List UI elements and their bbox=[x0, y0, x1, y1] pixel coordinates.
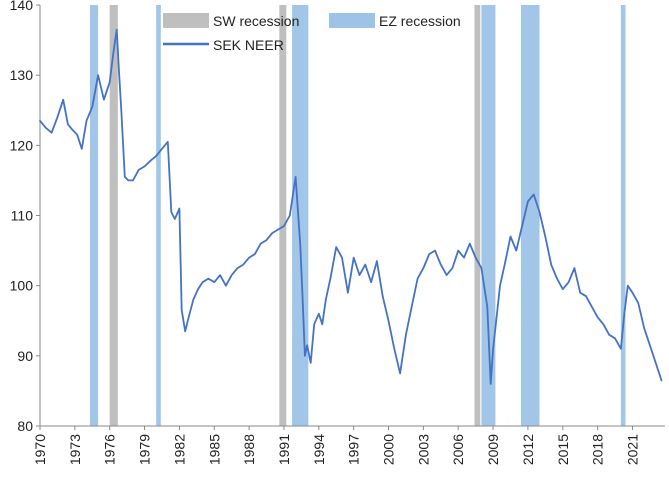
plot-frame bbox=[39, 5, 665, 427]
x-tick-label: 2015 bbox=[555, 434, 571, 465]
ez-recession-band bbox=[156, 5, 161, 426]
y-tick-label: 90 bbox=[17, 348, 33, 364]
x-tick-label: 1982 bbox=[171, 434, 187, 465]
y-tick-label: 130 bbox=[10, 67, 34, 83]
sw-recession-band bbox=[474, 5, 481, 426]
sw-recession-band bbox=[279, 5, 287, 426]
recession-bands bbox=[89, 5, 626, 426]
y-tick-label: 100 bbox=[10, 278, 34, 294]
ez-recession-band bbox=[89, 5, 99, 426]
y-tick-label: 110 bbox=[11, 208, 34, 224]
series-group bbox=[39, 28, 663, 385]
x-tick-label: 1976 bbox=[102, 434, 118, 465]
x-tick-label: 1979 bbox=[137, 434, 153, 465]
x-tick-label: 1988 bbox=[241, 434, 257, 465]
y-tick-label: 80 bbox=[17, 418, 33, 434]
ez-recession-band bbox=[292, 5, 309, 426]
legend-label-sw-recession: SW recession bbox=[213, 13, 299, 29]
legend-label-sek-neer: SEK NEER bbox=[213, 37, 284, 53]
x-tick-label: 2006 bbox=[450, 434, 466, 465]
y-axis: 80 90 100 110 120 130 140 bbox=[10, 0, 40, 434]
x-tick-label: 2018 bbox=[590, 434, 606, 465]
x-tick-label: 2000 bbox=[381, 434, 397, 465]
y-tick-label: 140 bbox=[10, 0, 34, 13]
x-tick-label: 1991 bbox=[276, 434, 292, 465]
x-tick-label: 1973 bbox=[67, 434, 83, 465]
ez-recession-band bbox=[620, 5, 626, 426]
x-axis: 1970 1973 1976 1979 1982 1985 1988 1991 1994 1997… bbox=[32, 426, 640, 465]
x-tick-label: 1985 bbox=[206, 434, 222, 465]
x-tick-label: 2003 bbox=[415, 434, 431, 465]
sw-recession-band bbox=[109, 5, 118, 426]
ez-recession-band bbox=[481, 5, 496, 426]
y-tick-label: 120 bbox=[10, 137, 34, 153]
x-tick-label: 1994 bbox=[311, 434, 327, 465]
legend-swatch-sw-recession bbox=[163, 13, 209, 28]
series-line-sek-neer bbox=[39, 28, 663, 385]
x-tick-label: 2021 bbox=[624, 434, 640, 465]
legend-label-ez-recession: EZ recession bbox=[379, 13, 461, 29]
x-tick-label: 2009 bbox=[485, 434, 501, 465]
legend: SW recession EZ recession SEK NEER bbox=[163, 13, 461, 53]
x-tick-label: 1970 bbox=[32, 434, 48, 465]
legend-swatch-ez-recession bbox=[329, 13, 375, 28]
x-tick-label: 1997 bbox=[346, 434, 362, 465]
x-tick-label: 2012 bbox=[520, 434, 536, 465]
ez-recession-band bbox=[520, 5, 540, 426]
